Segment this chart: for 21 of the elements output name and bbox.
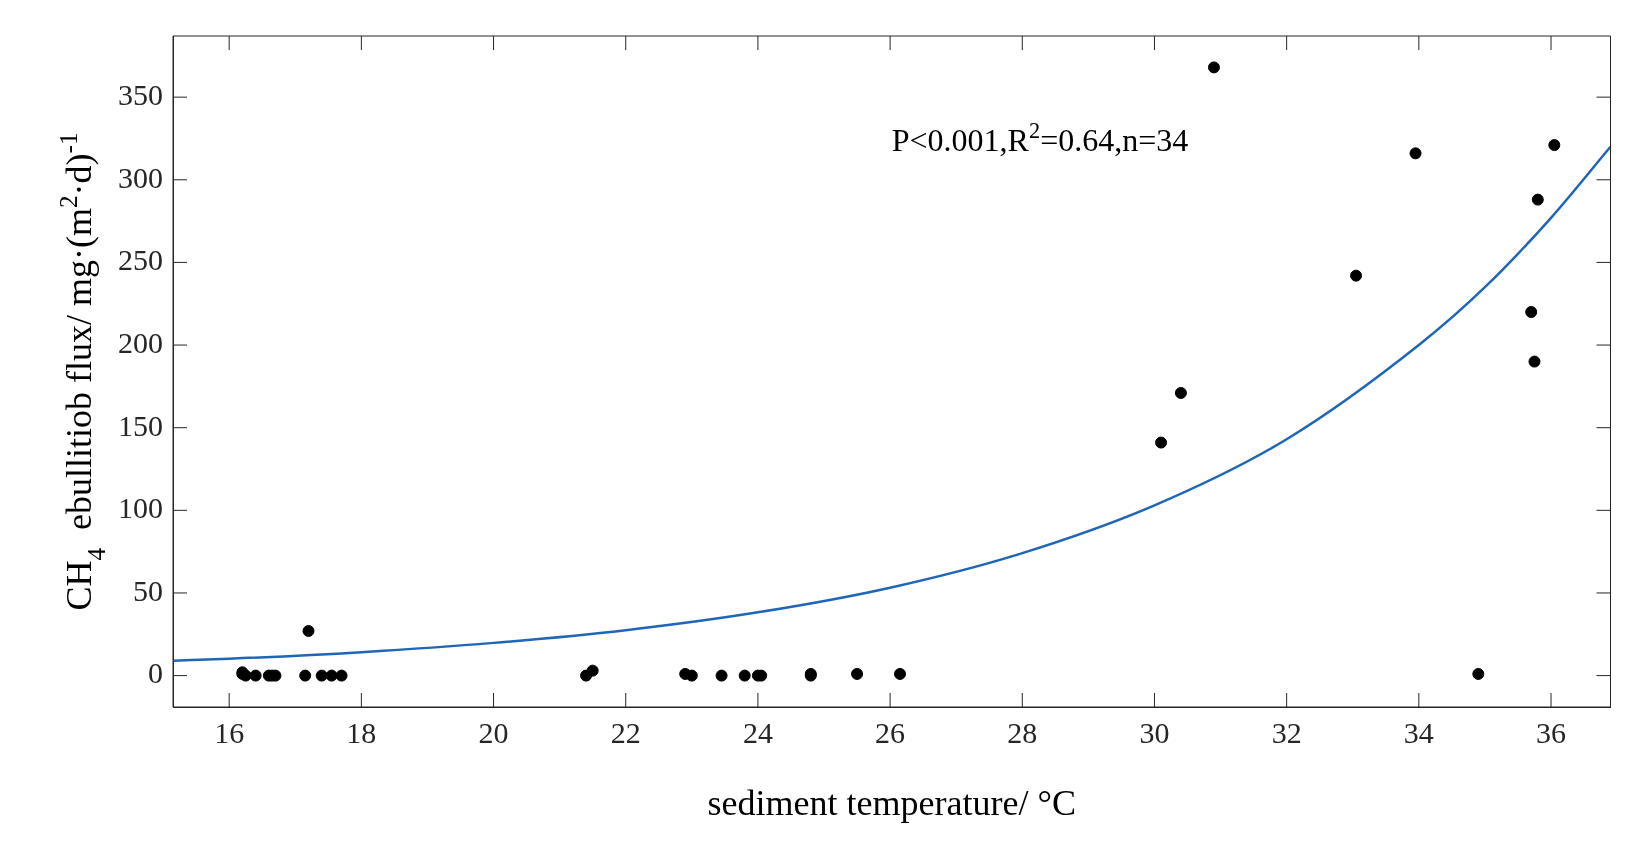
x-tick-label: 24	[742, 715, 773, 749]
x-tick-label: 34	[1403, 715, 1434, 749]
y-axis-title: CH4 ebullitiob flux/ mg·(m2·d)-1	[54, 132, 111, 611]
x-tick-label: 30	[1139, 715, 1170, 749]
x-tick-label: 16	[214, 715, 245, 749]
y-tick-label: 200	[118, 325, 163, 359]
y-tick-label: 250	[118, 243, 163, 277]
y-tick-label: 100	[118, 491, 163, 525]
x-tick-label: 20	[478, 715, 509, 749]
x-tick-label: 32	[1271, 715, 1302, 749]
x-tick-label: 26	[875, 715, 906, 749]
y-tick-label: 0	[148, 656, 163, 690]
y-tick-label: 50	[133, 573, 163, 607]
y-tick-label: 150	[118, 408, 163, 442]
x-tick-label: 36	[1536, 715, 1567, 749]
x-tick-label: 22	[610, 715, 641, 749]
x-tick-label: 18	[346, 715, 377, 749]
x-tick-label: 28	[1007, 715, 1038, 749]
x-axis-title: sediment temperature/ °C	[707, 783, 1076, 823]
y-tick-label: 300	[118, 160, 163, 194]
y-tick-label: 350	[118, 78, 163, 112]
